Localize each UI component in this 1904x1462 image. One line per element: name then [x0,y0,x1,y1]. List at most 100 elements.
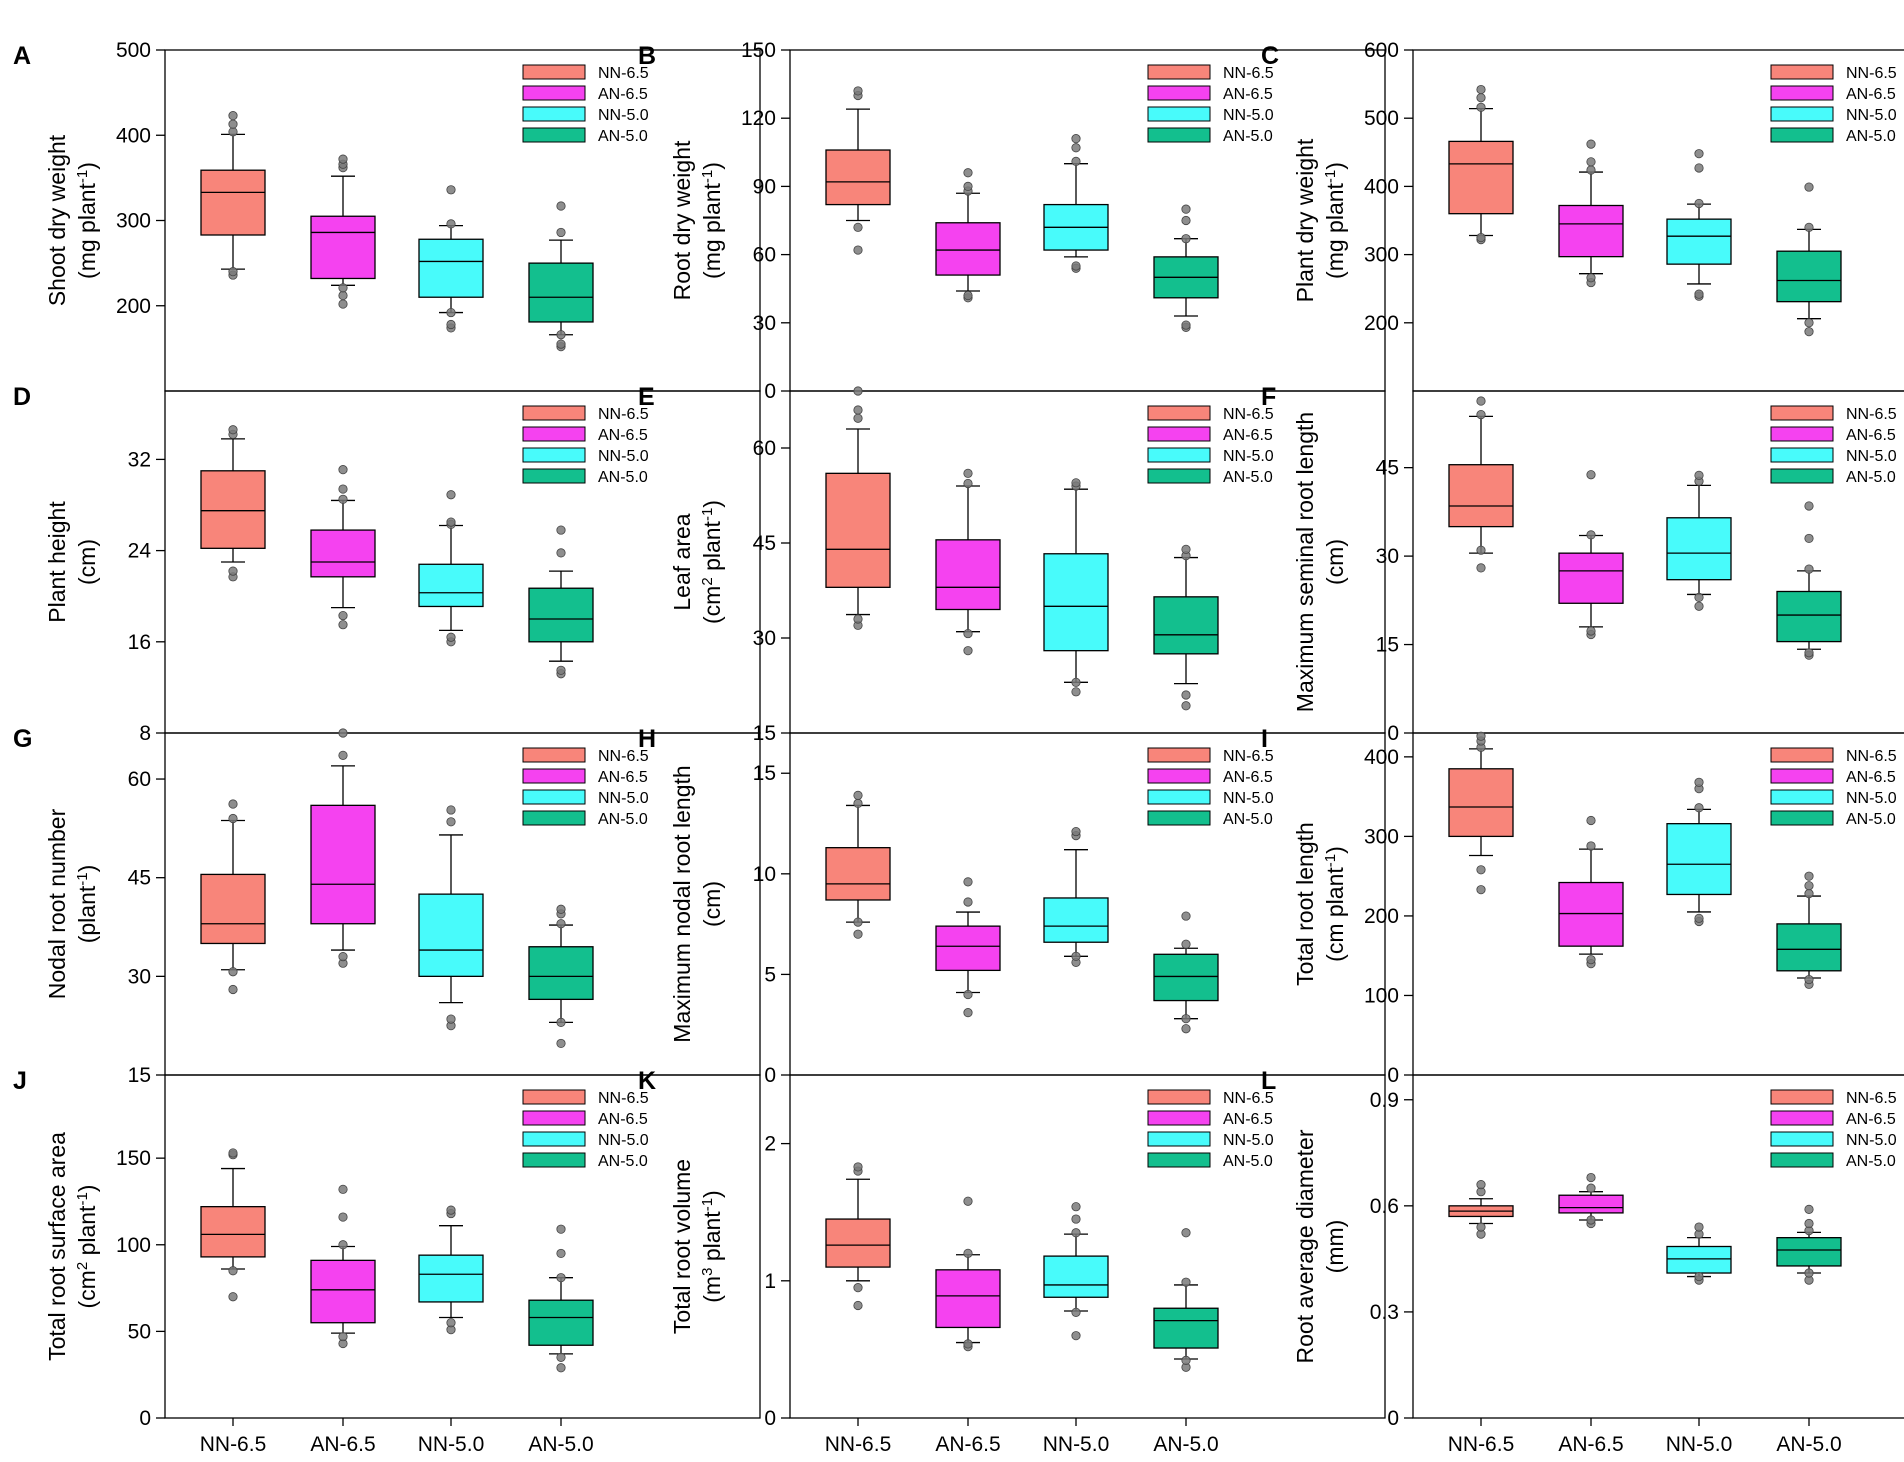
outlier-point [1586,470,1596,480]
y-axis-label-line1: Plant height [44,501,70,623]
legend-label: AN-6.5 [598,769,648,786]
y-tick-label: 0 [1387,1407,1399,1430]
y-axis-label-line2: (cm) [74,539,100,585]
box-nn-6_5 [200,425,266,582]
legend-swatch [522,1131,586,1147]
outlier-point [556,201,566,211]
y-axis-label-line1: Maximum seminal root length [1292,412,1318,712]
outlier-point [446,219,456,229]
box-iqr [1776,250,1842,303]
y-tick-label: 60 [753,244,776,267]
outlier-point [1181,690,1191,700]
panel-letter: D [13,383,31,411]
y-tick-label: 0 [764,1064,776,1087]
y-axis-label: Total root volume (m3 plant-1) [669,1159,725,1334]
legend-swatch [522,85,586,101]
legend-label: AN-6.5 [1223,86,1273,103]
panel-h: H 0 5 10 15 Maximum nodal root length (cm) NN-6… [638,725,1386,1087]
legend: NN-6.5 AN-6.5 NN-5.0 AN-5.0 [1147,747,1274,828]
legend-swatch [522,789,586,805]
y-tick-label: 60 [753,437,776,460]
y-axis-label-line1: Total root length [1292,822,1318,986]
legend-swatch [1770,468,1834,484]
y-tick-label: 200 [1364,905,1399,928]
x-category-label: AN-5.0 [1776,1433,1841,1456]
outlier-point [1476,1222,1486,1232]
y-axis-label: Root dry weight (mg plant-1) [669,140,725,300]
legend-swatch [522,747,586,763]
y-axis-label: Root average diameter (mm) [1292,1129,1348,1363]
box-iqr [1043,897,1109,943]
y-axis-label: Total root surface area (cm2 plant-1) [44,1132,100,1361]
x-category-label: NN-5.0 [1666,1433,1733,1456]
box-iqr [1153,1307,1219,1349]
box-nn-5_0 [1666,470,1732,611]
box-iqr [200,873,266,945]
legend-label: AN-5.0 [1223,1153,1273,1170]
y-axis-label-line2: ) [699,1190,725,1198]
outlier-point [963,1008,973,1018]
legend-label: NN-6.5 [1846,1090,1897,1107]
panel-g: G 15 30 45 60 Nodal root number (plant-1) NN-6.… [13,725,761,1087]
plot-frame [1412,390,1904,734]
y-tick-label: 16 [128,631,151,654]
y-tick-label: 2 [764,1133,776,1156]
legend-swatch [1147,1110,1211,1126]
outlier-point [1694,149,1704,159]
legend-label: AN-5.0 [598,469,648,486]
legend-swatch [1147,1089,1211,1105]
outlier-point [228,967,238,977]
box-iqr [1558,881,1624,947]
y-tick-label: 45 [1376,457,1399,480]
legend-label: NN-5.0 [1846,790,1897,807]
y-axis-label-line1: Shoot dry weight [44,134,70,306]
outlier-point [963,1196,973,1206]
box-nn-6_5 [825,86,891,255]
box-an-6_5 [935,877,1001,1018]
legend-swatch [522,405,586,421]
legend-swatch [1147,85,1211,101]
x-category-label: AN-5.0 [1153,1433,1218,1456]
outlier-point [1694,163,1704,173]
x-category-label: AN-6.5 [310,1433,375,1456]
y-tick-label: 32 [128,448,151,471]
legend-label: NN-5.0 [1223,107,1274,124]
y-axis-label-line1: Nodal root number [44,808,70,999]
y-axis-label-line2: (cm plant [1322,867,1348,962]
y-axis-label: Maximum seminal root length (cm) [1292,412,1348,712]
y-axis-label-line2: (mg plant [74,182,100,278]
legend-swatch [522,768,586,784]
y-tick-label: 50 [128,1320,151,1343]
outlier-point [446,517,456,527]
legend-swatch [522,810,586,826]
legend-swatch [1770,85,1834,101]
outlier-point [963,290,973,301]
y-tick-label: 15 [753,762,776,785]
box-nn-5_0 [1666,777,1732,927]
outlier-point [1804,974,1814,985]
outlier-point [556,1363,566,1373]
outlier-point [1586,815,1596,826]
legend-swatch [522,1152,586,1168]
y-tick-label: 24 [128,540,152,563]
legend-swatch [1147,405,1211,421]
y-axis-label-superscript: -1 [74,1192,91,1205]
outlier-point [1476,865,1486,875]
outlier-point [1181,701,1191,711]
outlier-point [1694,601,1704,611]
y-axis-label: Maximum nodal root length (cm) [669,765,725,1042]
y-tick-label: 30 [128,965,151,988]
legend-swatch [1770,127,1834,143]
outlier-point [1586,157,1596,167]
y-axis-label-line1: Maximum nodal root length [669,765,695,1042]
outlier-point [1804,564,1814,574]
panel-k: K 0 1 2 Total root volume (m3 plant-1) NN-6.5 A… [638,1067,1386,1456]
box-iqr [528,1299,594,1346]
outlier-point [1071,478,1081,488]
box-nn-5_0 [1666,149,1732,301]
y-axis-label-line1: Root dry weight [669,140,695,300]
outlier-point [1181,1014,1191,1024]
legend-label: NN-5.0 [1223,790,1274,807]
